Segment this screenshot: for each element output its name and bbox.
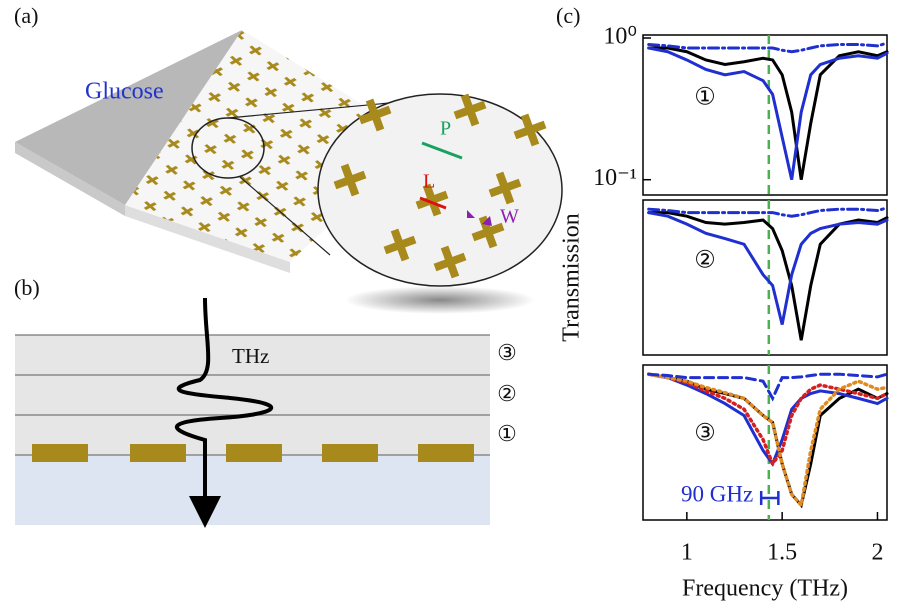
y-tick-label: 10⁰ (603, 24, 637, 50)
resonator (226, 444, 282, 462)
layer-label: ③ (497, 340, 517, 365)
substrate (15, 455, 490, 525)
panel-a: (a) Glucose P L W (14, 3, 562, 314)
resonator (322, 444, 378, 462)
x-tick-label: 1 (681, 540, 693, 566)
dim-label: P (440, 118, 451, 140)
resonator (130, 444, 186, 462)
panel-number: ③ (694, 420, 716, 446)
y-axis-label: Transmission (559, 213, 585, 341)
layer-label: ② (497, 381, 517, 406)
annotation: 90 GHz (681, 481, 753, 506)
panel-label: (a) (14, 3, 38, 28)
figure: (a) Glucose P L W (b) (0, 0, 899, 614)
panel-c: 10⁰ 10⁻¹ Transmission ① ② 1 1.5 2 Frequency (THz… (559, 24, 888, 602)
x-tick-label: 2 (871, 540, 883, 566)
layer-label: ① (497, 421, 517, 446)
dim-label: W (500, 206, 519, 228)
panel-label: (b) (14, 275, 40, 300)
x-axis-label: Frequency (THz) (682, 576, 848, 602)
panel-label: (c) (556, 3, 580, 28)
dim-label: L (423, 171, 435, 193)
panel-number: ② (694, 248, 716, 274)
wave-label: THz (232, 344, 269, 368)
x-tick-label: 1.5 (767, 540, 797, 566)
resonator (32, 444, 88, 462)
panel-number: ① (694, 85, 716, 111)
shadow (345, 286, 535, 314)
y-tick-label: 10⁻¹ (593, 165, 637, 191)
resonator (418, 444, 474, 462)
glucose-label: Glucose (85, 79, 164, 105)
